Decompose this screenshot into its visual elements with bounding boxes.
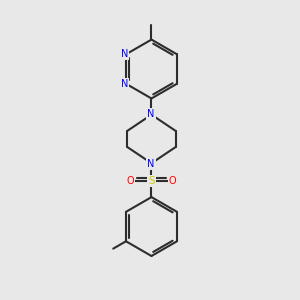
Text: N: N	[121, 49, 128, 59]
Text: S: S	[148, 176, 155, 186]
Text: O: O	[169, 176, 176, 186]
Text: N: N	[147, 159, 155, 169]
Text: N: N	[121, 79, 128, 89]
Text: N: N	[147, 109, 155, 119]
Text: O: O	[127, 176, 134, 186]
